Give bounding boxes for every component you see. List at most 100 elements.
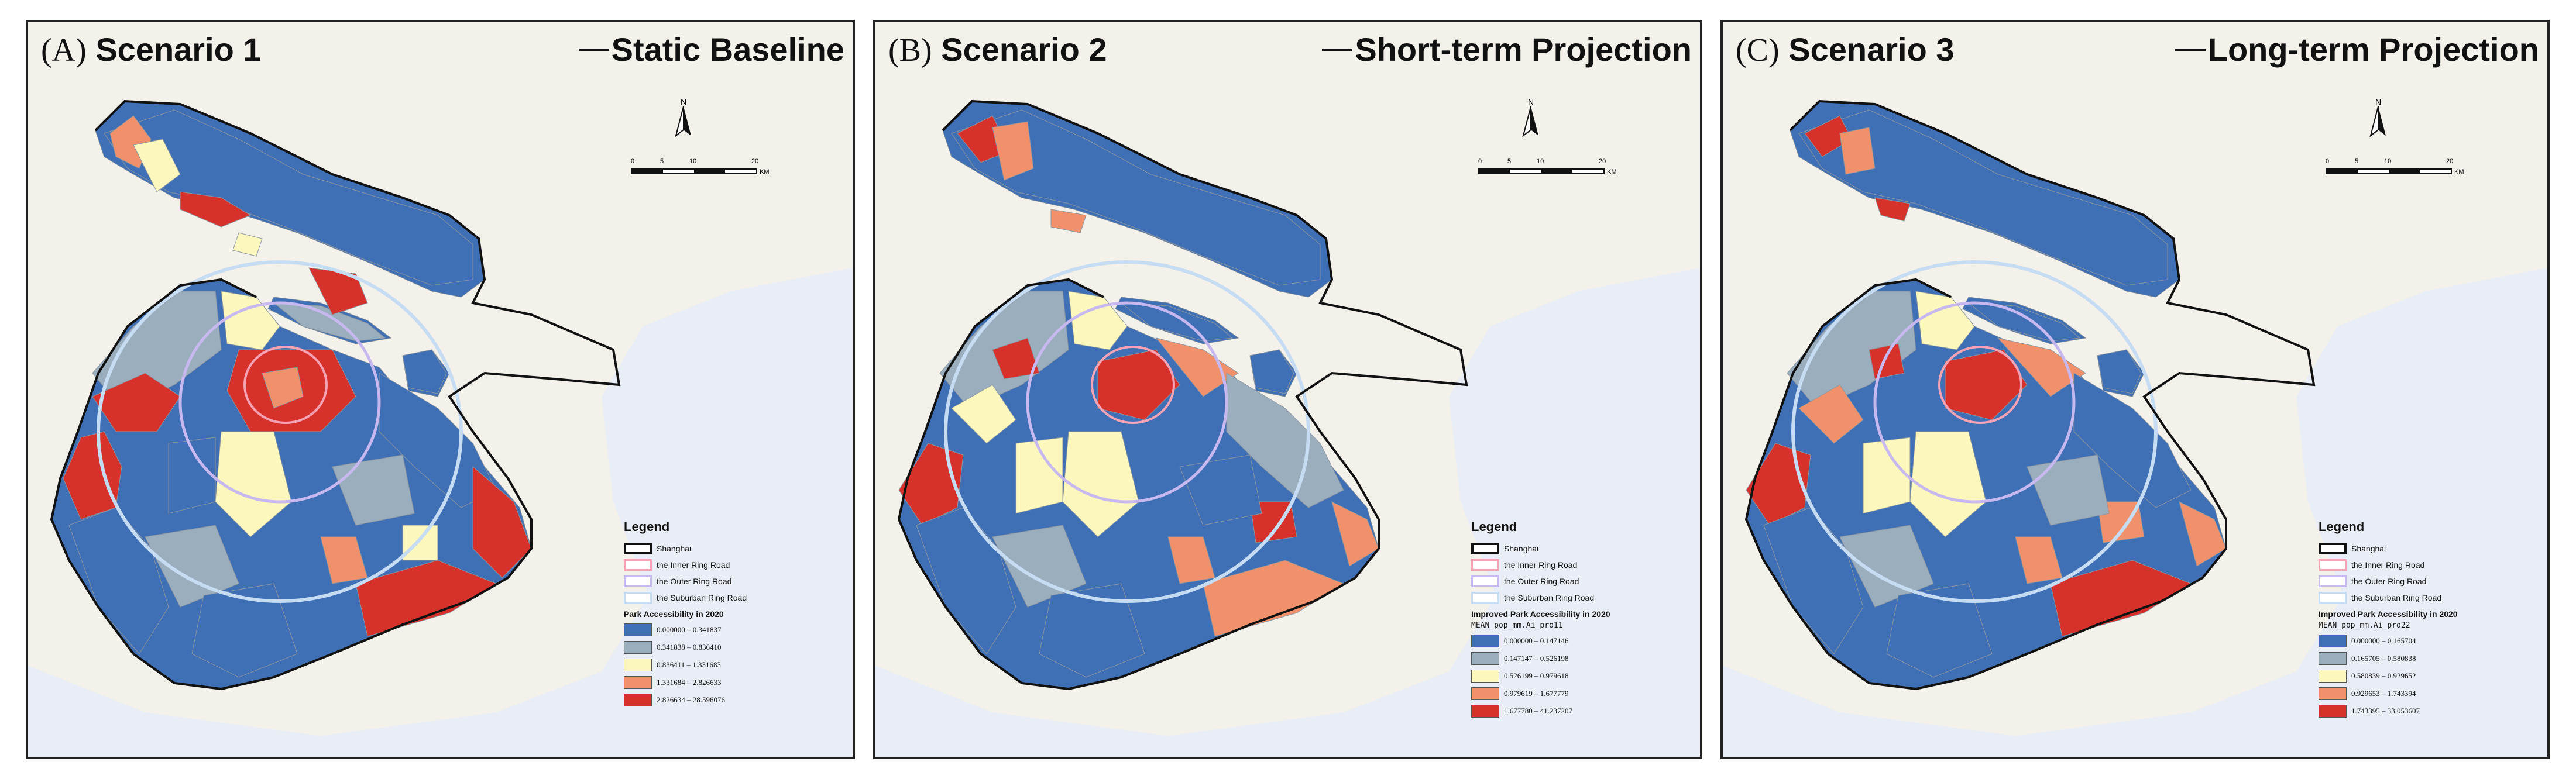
district-patch — [1798, 109, 2168, 286]
class-1-swatch — [2319, 635, 2347, 647]
panel-letter: (C) — [1736, 32, 1780, 68]
district-patch — [92, 373, 181, 432]
district-patch — [1226, 373, 1344, 508]
scale-bar: 0 5 10 20 KM — [2326, 158, 2472, 175]
scale-tick: 20 — [2446, 158, 2454, 165]
boundary-swatch — [1471, 543, 1499, 554]
district-patch — [1062, 431, 1139, 537]
district-patch — [2027, 454, 2110, 526]
panel-label: (B) Scenario 2 — [888, 30, 1107, 69]
legend-outer-ring: the Outer Ring Road — [1471, 573, 1694, 590]
district-patch — [402, 525, 438, 561]
district-patch — [1839, 127, 1876, 175]
legend-title: Legend — [2319, 519, 2365, 534]
outer-ring-swatch — [1471, 575, 1499, 587]
outer-ring-road — [1026, 301, 1228, 504]
legend-outer-ring: the Outer Ring Road — [2319, 573, 2541, 590]
class-1-label: 0.000000 – 0.165704 — [2351, 636, 2416, 645]
map-panel-c: (C) Scenario 3 Long-term Projection N 0 … — [1720, 20, 2550, 759]
legend-class-2: 0.341838 – 0.836410 — [624, 639, 846, 656]
district-patch — [1155, 337, 1239, 397]
district-patch — [1869, 343, 1905, 380]
scenario-subtitle-text: Long-term Projection — [2207, 31, 2539, 68]
class-3-swatch — [624, 659, 652, 671]
legend-boundary-label: Shanghai — [1504, 544, 1539, 553]
scale-tick: 5 — [1507, 158, 1512, 165]
class-3-swatch — [2319, 670, 2347, 683]
scale-tick: 0 — [2326, 158, 2330, 165]
legend-title: Legend — [1471, 519, 1517, 534]
scale-unit: KM — [760, 168, 770, 175]
class-1-swatch — [624, 623, 652, 636]
legend-class-4: 0.929653 – 1.743394 — [2319, 685, 2541, 702]
scenario-subtitle: Long-term Projection — [2175, 30, 2539, 68]
district-patch — [1886, 583, 1993, 678]
suburban-ring-swatch — [2319, 592, 2347, 604]
legend-class-2: 0.165705 – 0.580838 — [2319, 650, 2541, 667]
district-patches — [63, 109, 532, 678]
map-legend: Legend Shanghai the Inner Ring Road the … — [1471, 519, 1694, 720]
legend-class-5: 1.743395 – 33.053607 — [2319, 702, 2541, 720]
boundary-swatch — [2319, 543, 2347, 554]
scale-bar-graphic — [631, 168, 757, 174]
scale-bar: 0 5 10 20 KM — [1478, 158, 1624, 175]
class-2-label: 0.165705 – 0.580838 — [2351, 654, 2416, 663]
scale-tick: 10 — [689, 158, 697, 165]
district-patch — [145, 525, 239, 608]
scale-bar-graphic — [1478, 168, 1605, 174]
scenario-name: Scenario 3 — [1788, 31, 1955, 68]
class-5-swatch — [1471, 705, 1499, 718]
north-arrow-icon — [2369, 106, 2386, 137]
map-canvas — [1723, 22, 2547, 736]
district-patch — [63, 431, 122, 520]
legend-class-4: 0.979619 – 1.677779 — [1471, 685, 1694, 702]
inner-ring-swatch — [2319, 559, 2347, 571]
north-arrow-icon — [675, 106, 691, 137]
panel-label: (C) Scenario 3 — [1736, 30, 1954, 69]
outer-ring-swatch — [2319, 575, 2347, 587]
legend-inner-ring: the Inner Ring Road — [1471, 557, 1694, 573]
map-canvas — [28, 22, 853, 736]
legend-inner-ring-label: the Inner Ring Road — [2351, 560, 2425, 570]
legend-suburban-ring-label: the Suburban Ring Road — [657, 593, 747, 602]
legend-boundary-label: Shanghai — [2351, 544, 2386, 553]
legend-inner-ring: the Inner Ring Road — [624, 557, 846, 573]
inner-ring-swatch — [624, 559, 652, 571]
district-patch — [1798, 384, 1864, 444]
shanghai-boundary — [1744, 99, 2316, 691]
class-4-label: 1.331684 – 2.826633 — [657, 678, 722, 687]
north-arrow: N — [2361, 97, 2396, 142]
scale-tick: 20 — [1599, 158, 1606, 165]
north-arrow: N — [666, 97, 701, 142]
district-patch — [1746, 443, 1811, 526]
district-patch — [1967, 302, 2081, 342]
legend-class-1: 0.000000 – 0.341837 — [624, 621, 846, 639]
outer-ring-swatch — [624, 575, 652, 587]
field-name: MEAN_pop_mm.Ai_pro22 — [2319, 621, 2410, 630]
panel-letter: (A) — [41, 32, 87, 68]
scenario-subtitle: Short-term Projection — [1322, 30, 1692, 68]
class-4-swatch — [1471, 687, 1499, 700]
map-panel-b: (B) Scenario 2 Short-term Projection N 0… — [873, 20, 1702, 759]
district-patch — [1068, 291, 1128, 350]
district-patch — [1097, 349, 1180, 420]
scenario-subtitle: Static Baseline — [579, 30, 844, 68]
district-patch — [1915, 291, 1975, 350]
class-3-label: 0.526199 – 0.979618 — [1504, 671, 1569, 680]
scenario-subtitle-text: Short-term Projection — [1355, 31, 1692, 68]
legend-class-4: 1.331684 – 2.826633 — [624, 674, 846, 691]
district-patch — [1050, 209, 1087, 233]
district-patch — [332, 454, 415, 526]
district-patch — [992, 121, 1034, 181]
class-3-label: 0.580839 – 0.929652 — [2351, 671, 2416, 680]
district-patch — [2015, 536, 2063, 584]
legend-boundary: Shanghai — [2319, 540, 2541, 557]
scale-bar-graphic — [2326, 168, 2452, 174]
map-legend: Legend Shanghai the Inner Ring Road the … — [624, 519, 846, 709]
scale-tick: 5 — [660, 158, 664, 165]
district-patch — [1039, 583, 1145, 678]
north-arrow-icon — [1522, 106, 1538, 137]
inner-ring-swatch — [1471, 559, 1499, 571]
scale-bar: 0 5 10 20 KM — [631, 158, 777, 175]
scale-unit: KM — [2454, 168, 2464, 175]
